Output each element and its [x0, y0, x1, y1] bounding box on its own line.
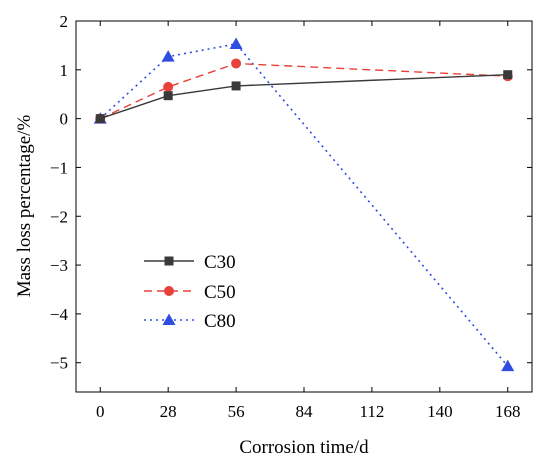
data-point-c30 [503, 70, 513, 80]
data-point-c80 [229, 37, 243, 49]
x-tick-label: 0 [96, 402, 105, 421]
legend-item-c50: C50 [144, 282, 236, 303]
y-tick-label: 2 [60, 12, 69, 31]
x-axis-title: Corrosion time/d [239, 437, 369, 458]
legend-label-c50: C50 [204, 282, 236, 303]
data-point-c80 [161, 50, 175, 62]
y-tick-label: 1 [60, 61, 69, 80]
legend-item-c80: C80 [144, 311, 236, 332]
y-axis-title: Mass loss percentage/% [14, 115, 35, 298]
series-c80 [93, 37, 515, 372]
y-tick-label: −4 [50, 305, 69, 324]
y-tick-label: −3 [50, 256, 68, 275]
x-tick-label: 84 [296, 402, 314, 421]
x-tick-label: 28 [160, 402, 177, 421]
x-tick-label: 140 [427, 402, 453, 421]
x-tick-label: 56 [228, 402, 245, 421]
series-c50 [95, 58, 513, 124]
legend-item-c30: C30 [144, 252, 236, 273]
x-tick-label: 112 [359, 402, 384, 421]
series-line-c50 [100, 62, 508, 120]
series-layer [93, 37, 515, 372]
x-tick-label: 168 [495, 402, 521, 421]
data-point-c30 [231, 81, 241, 91]
data-point-c30 [95, 114, 105, 124]
legend-marker-c30 [164, 256, 174, 266]
legend-marker-c80 [162, 313, 176, 325]
data-point-c50 [163, 81, 174, 92]
legend: C30 C50 C80 [144, 252, 236, 332]
y-tick-label: −5 [50, 354, 68, 373]
x-axis: 0 28 56 84 112 140 168 [96, 21, 520, 421]
y-tick-label: −1 [50, 158, 68, 177]
legend-marker-c50 [164, 286, 174, 296]
y-tick-label: 0 [60, 110, 69, 129]
y-axis: 2 1 0 −1 −2 −3 −4 −5 [50, 12, 532, 373]
series-line-c80 [99, 43, 509, 367]
data-point-c80 [501, 359, 515, 372]
series-c30 [95, 70, 513, 124]
y-tick-label: −2 [50, 207, 68, 226]
legend-label-c30: C30 [204, 252, 236, 273]
data-point-c30 [163, 91, 173, 101]
data-point-c50 [231, 58, 242, 69]
legend-label-c80: C80 [204, 311, 236, 332]
series-line-c30 [100, 74, 508, 120]
